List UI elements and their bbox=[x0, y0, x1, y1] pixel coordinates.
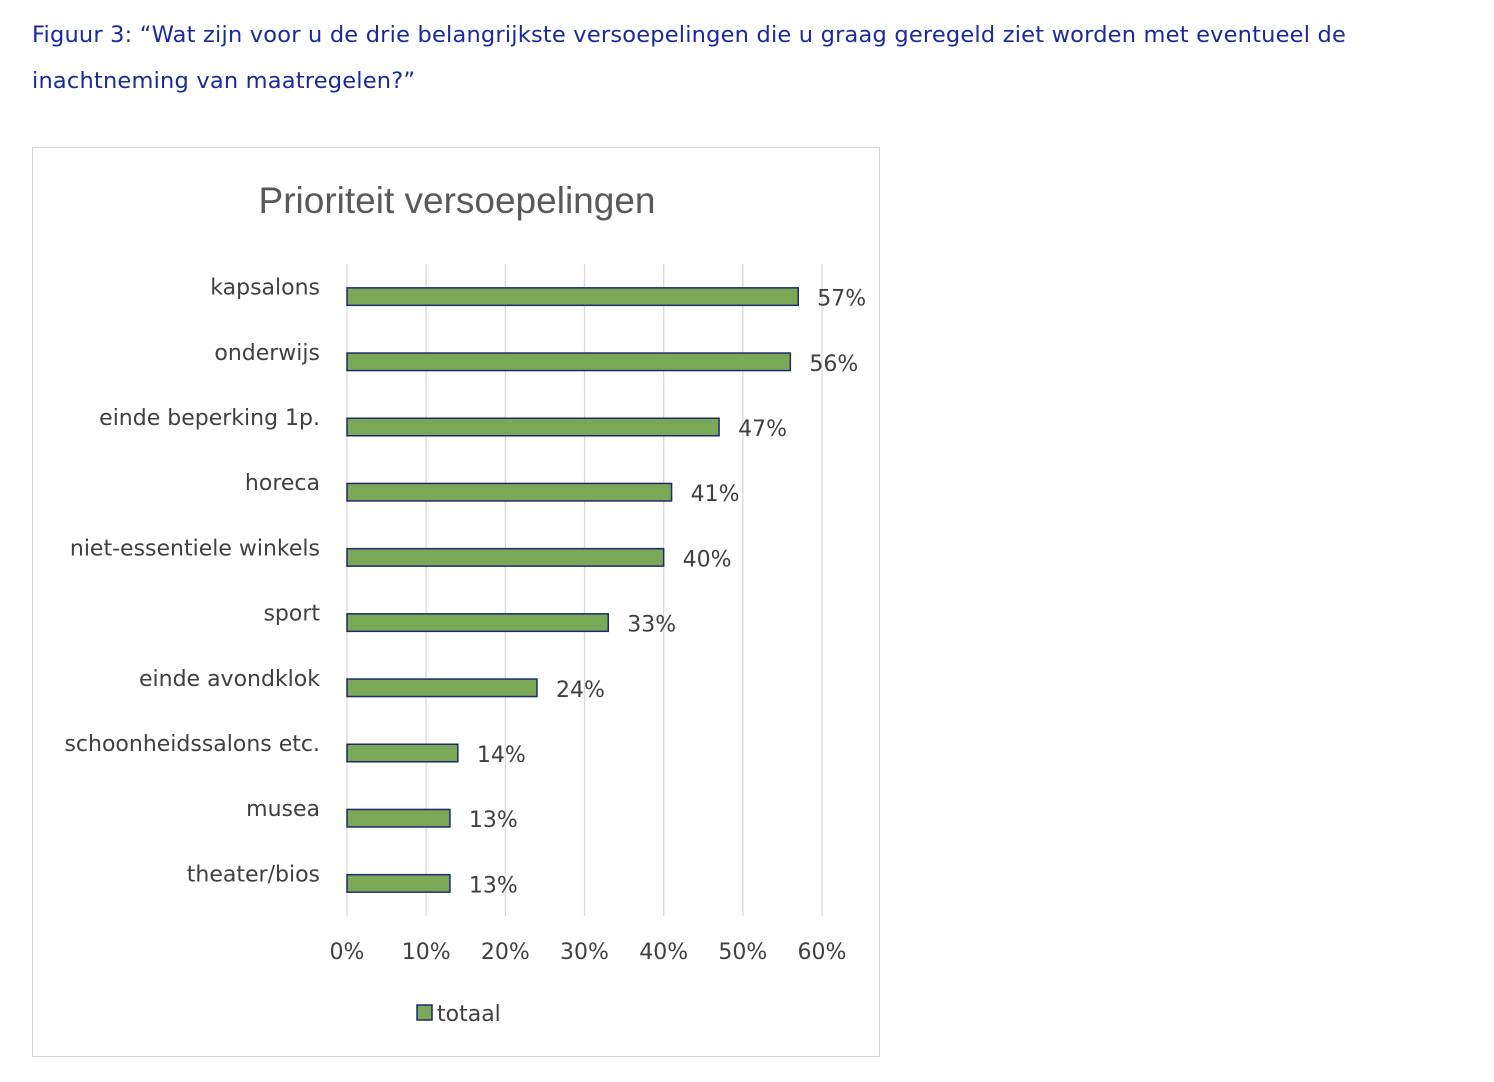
bar bbox=[346, 743, 459, 763]
bar bbox=[346, 352, 792, 372]
chart-frame: Prioriteit versoepelingen kapsalons onder… bbox=[32, 147, 880, 1057]
category-label: theater/bios bbox=[187, 862, 320, 887]
legend-swatch bbox=[416, 1004, 433, 1021]
x-tick-label: 30% bbox=[560, 940, 609, 965]
category-label: kapsalons bbox=[210, 276, 320, 301]
category-label: schoonheidssalons etc. bbox=[64, 732, 320, 757]
bar bbox=[346, 417, 720, 437]
x-tick-label: 40% bbox=[639, 940, 688, 965]
data-label: 41% bbox=[691, 482, 740, 507]
bar bbox=[346, 482, 673, 502]
bar-chart: Prioriteit versoepelingen kapsalons onder… bbox=[64, 180, 866, 1027]
x-tick-label: 50% bbox=[718, 940, 767, 965]
x-axis-tick-labels: 0% 10% 20% 30% 40% 50% 60% bbox=[330, 940, 847, 965]
bar bbox=[346, 678, 538, 698]
bar bbox=[346, 287, 799, 307]
figure-caption: Figuur 3: “Wat zijn voor u de drie belan… bbox=[32, 22, 1347, 94]
data-label: 33% bbox=[627, 613, 676, 638]
data-label: 57% bbox=[817, 287, 866, 312]
legend-label: totaal bbox=[437, 1002, 501, 1027]
gridlines bbox=[346, 264, 823, 916]
x-tick-label: 0% bbox=[330, 940, 365, 965]
category-label: einde avondklok bbox=[139, 667, 320, 692]
bar bbox=[346, 613, 609, 633]
x-tick-label: 60% bbox=[798, 940, 847, 965]
category-label: musea bbox=[246, 797, 320, 822]
data-label: 24% bbox=[556, 678, 605, 703]
data-label: 14% bbox=[477, 743, 526, 768]
category-label: horeca bbox=[245, 471, 320, 496]
x-tick-label: 20% bbox=[481, 940, 530, 965]
chart-title: Prioriteit versoepelingen bbox=[259, 180, 656, 221]
data-label: 13% bbox=[469, 808, 518, 833]
legend: totaal bbox=[416, 1002, 501, 1027]
data-label: 40% bbox=[683, 547, 732, 572]
category-label: niet-essentiele winkels bbox=[70, 536, 320, 561]
category-label: einde beperking 1p. bbox=[99, 406, 320, 431]
category-label: onderwijs bbox=[214, 341, 320, 366]
bar bbox=[346, 547, 665, 567]
category-labels: kapsalons onderwijs einde beperking 1p. hor… bbox=[64, 276, 320, 888]
data-labels: 57% 56% 47% 41% 40% 33% 24% 14% 13% 13% bbox=[469, 287, 866, 899]
category-label: sport bbox=[263, 602, 320, 627]
x-tick-label: 10% bbox=[402, 940, 451, 965]
bars bbox=[346, 287, 799, 893]
data-label: 47% bbox=[738, 417, 787, 442]
data-label: 13% bbox=[469, 873, 518, 898]
data-label: 56% bbox=[809, 352, 858, 377]
bar bbox=[346, 873, 451, 893]
bar bbox=[346, 808, 451, 828]
